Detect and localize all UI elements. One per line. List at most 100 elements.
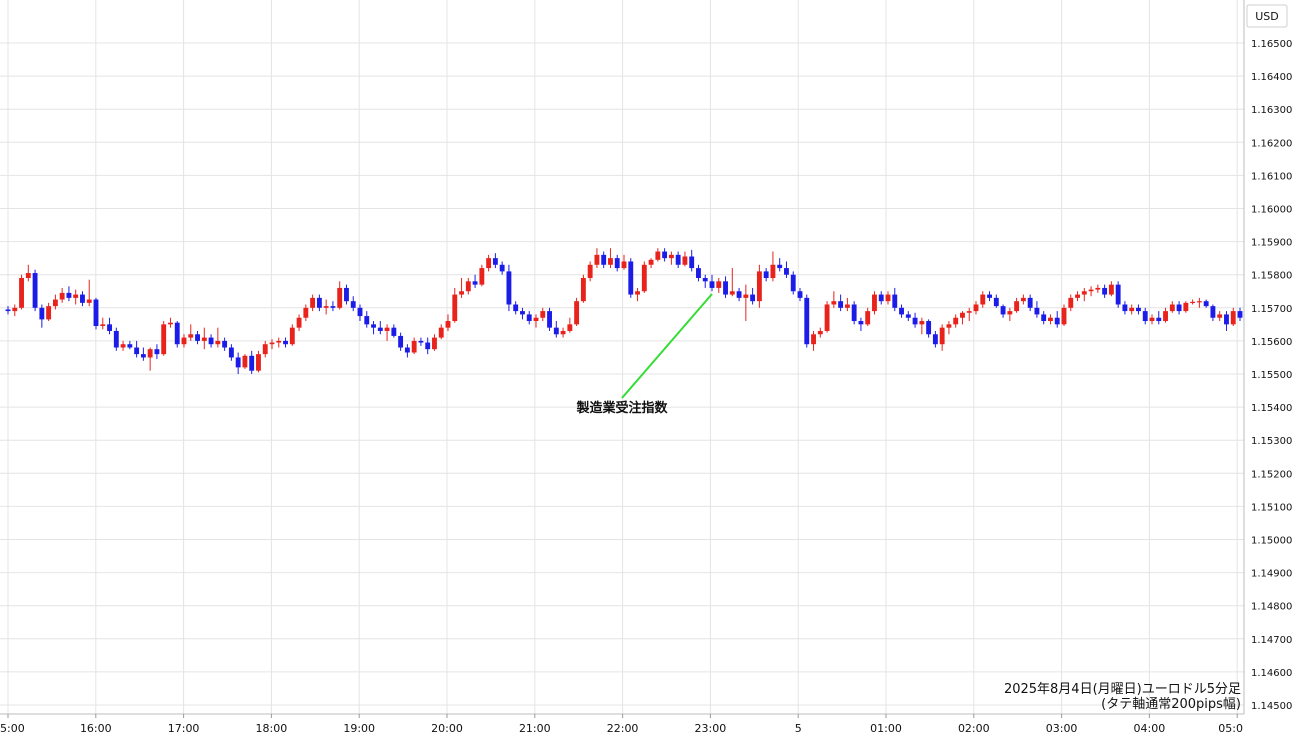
candle-body: [608, 258, 613, 265]
candle-body: [398, 335, 404, 348]
candle-body: [628, 261, 634, 295]
y-tick-label: 1.16400: [1251, 72, 1292, 83]
candle-body: [831, 301, 837, 305]
y-tick-label: 1.14600: [1251, 668, 1292, 679]
y-tick-label: 1.14700: [1251, 635, 1292, 646]
candle-body: [1149, 317, 1155, 322]
y-tick-label: 1.15300: [1251, 436, 1292, 447]
candle-body: [1156, 317, 1162, 322]
candle-body: [878, 294, 884, 302]
candle-body: [330, 306, 336, 308]
candle-body: [966, 311, 972, 313]
candle-body: [777, 264, 783, 269]
candle-body: [1176, 304, 1182, 312]
candle-body: [723, 281, 728, 295]
candle-body: [817, 330, 823, 335]
grid: [0, 0, 1244, 714]
candle-body: [1088, 289, 1094, 292]
candle-body: [134, 347, 140, 355]
candle-body: [506, 271, 512, 305]
candle-body: [486, 258, 492, 269]
y-tick-label: 1.15100: [1251, 502, 1292, 513]
candle-body: [919, 321, 925, 325]
candle-body: [1027, 297, 1033, 308]
chart-caption: 2025年8月4日(月曜日)ユーロドル5分足 (タテ軸通常200pips幅): [1004, 682, 1241, 712]
x-tick-label: 17:00: [168, 722, 200, 735]
candle-body: [269, 342, 275, 345]
x-tick-label: 5:00: [0, 722, 25, 735]
y-tick-label: 1.16500: [1251, 39, 1292, 50]
candle-body: [5, 309, 11, 312]
candle-body: [1020, 297, 1026, 302]
candle-body: [953, 317, 959, 325]
candle-body: [513, 304, 519, 312]
candle-body: [729, 291, 735, 295]
candle-body: [926, 321, 932, 335]
candle-body: [885, 294, 891, 302]
candle-body: [689, 256, 695, 269]
candle-body: [784, 268, 789, 275]
candle-body: [154, 349, 160, 355]
candle-body: [242, 355, 248, 368]
y-tick-label: 1.14900: [1251, 569, 1292, 580]
candle-body: [1129, 307, 1135, 312]
candle-body: [452, 294, 458, 322]
candle-body: [675, 254, 681, 265]
candle-body: [73, 294, 79, 298]
x-tick-label: 16:00: [80, 722, 112, 735]
candle-body: [1217, 314, 1223, 318]
candle-body: [811, 334, 816, 345]
candle-body: [492, 258, 498, 265]
candle-body: [1142, 311, 1148, 322]
candle-body: [80, 294, 85, 303]
candle-body: [208, 337, 214, 345]
candle-body: [479, 268, 485, 285]
candle-body: [445, 321, 451, 328]
candle-body: [939, 327, 945, 345]
candle-body: [289, 327, 295, 345]
candle-body: [425, 342, 431, 350]
candle-body: [316, 297, 322, 308]
currency-label: USD: [1255, 10, 1279, 23]
candle-body: [168, 322, 173, 325]
candle-body: [276, 340, 282, 343]
candle-body: [1183, 302, 1189, 312]
y-tick-label: 1.16300: [1251, 105, 1292, 116]
candle-body: [465, 281, 471, 292]
candle-body: [736, 291, 742, 298]
candle-body: [432, 337, 437, 350]
candle-body: [459, 291, 464, 295]
candle-body: [174, 322, 180, 345]
y-tick-label: 1.14500: [1251, 701, 1292, 712]
candle-body: [824, 304, 830, 331]
candle-body: [520, 311, 525, 315]
candle-body: [1115, 284, 1121, 305]
candle-body: [932, 334, 938, 345]
candle-body: [86, 299, 92, 303]
candle-body: [391, 327, 397, 336]
candle-body: [25, 273, 31, 279]
candle-body: [438, 327, 444, 338]
y-tick-label: 1.15400: [1251, 403, 1292, 414]
candle-body: [371, 324, 376, 328]
candle-body: [1075, 294, 1080, 298]
y-tick-label: 1.15500: [1251, 370, 1292, 381]
candle-body: [668, 254, 674, 259]
candle-body: [59, 292, 65, 300]
candle-body: [580, 278, 586, 302]
candle-body: [283, 340, 288, 345]
x-tick-label: 18:00: [256, 722, 288, 735]
candle-body: [587, 264, 593, 279]
candle-body: [750, 294, 756, 302]
candle-body: [418, 340, 424, 343]
candle-body: [215, 340, 221, 345]
candle-body: [235, 357, 241, 368]
candle-body: [66, 292, 72, 298]
candles: [5, 248, 1243, 374]
candle-body: [547, 311, 552, 328]
event-label: 製造業受注指数: [575, 400, 668, 416]
candle-body: [127, 344, 133, 348]
candle-body: [93, 299, 99, 327]
y-tick-label: 1.16000: [1251, 205, 1292, 216]
